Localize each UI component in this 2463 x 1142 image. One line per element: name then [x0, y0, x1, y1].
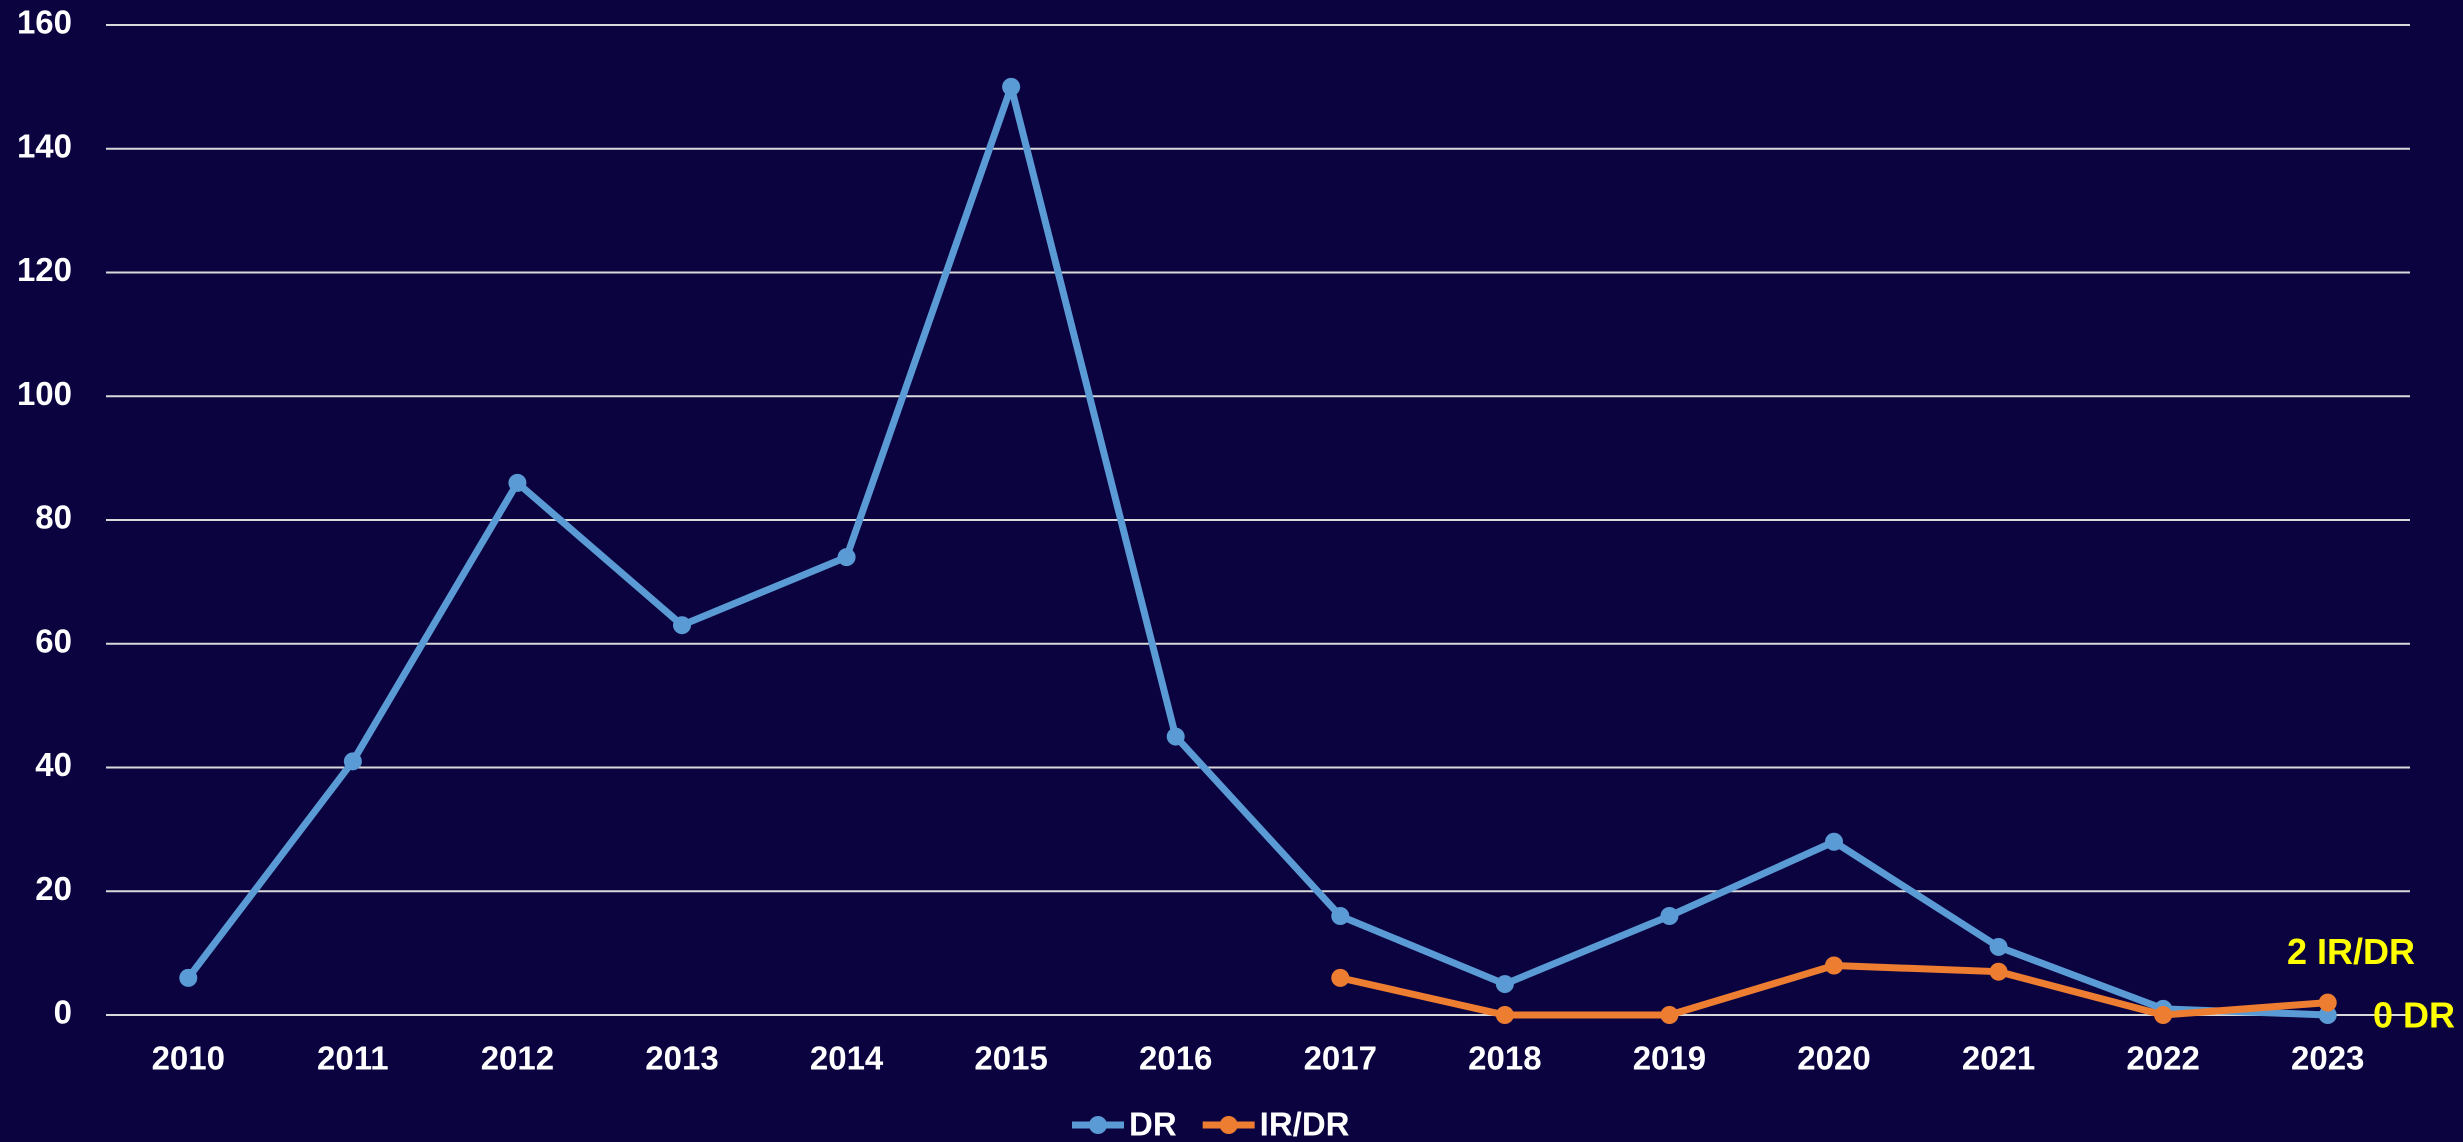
data-point — [1660, 1006, 1679, 1024]
x-tick-label: 2013 — [645, 1040, 718, 1077]
y-tick-label: 20 — [35, 870, 72, 907]
y-tick-label: 160 — [17, 4, 72, 41]
x-tick-label: 2012 — [481, 1040, 554, 1077]
legend-marker — [1089, 1116, 1107, 1134]
legend-label: DR — [1129, 1106, 1177, 1142]
data-point — [1331, 968, 1350, 987]
data-point — [2318, 1006, 2337, 1024]
data-point — [1825, 956, 1843, 975]
x-tick-label: 2019 — [1633, 1040, 1706, 1077]
legend-label: IR/DR — [1260, 1106, 1350, 1142]
data-point — [1825, 832, 1843, 851]
y-tick-label: 60 — [35, 622, 72, 659]
x-tick-label: 2020 — [1797, 1040, 1870, 1077]
series-line — [185, 83, 2328, 1019]
data-point — [2154, 1006, 2173, 1024]
data-point — [1660, 907, 1679, 925]
x-tick-label: 2022 — [2126, 1040, 2199, 1077]
data-point — [1331, 907, 1350, 925]
data-point — [1989, 937, 2008, 956]
x-tick-label: 2016 — [1139, 1040, 1212, 1077]
x-tick-label: 2011 — [317, 1040, 389, 1077]
data-point — [179, 968, 198, 987]
y-tick-label: 120 — [17, 251, 72, 288]
data-point — [1495, 1006, 1514, 1024]
annotation: 2 IR/DR — [2287, 931, 2415, 972]
x-tick-label: 2014 — [810, 1040, 884, 1077]
data-point — [2318, 993, 2337, 1012]
data-point — [1495, 975, 1514, 994]
x-tick-label: 2010 — [152, 1040, 225, 1077]
data-point — [1989, 962, 2008, 981]
y-tick-label: 80 — [35, 499, 72, 536]
annotation: 0 DR — [2373, 995, 2455, 1036]
x-tick-label: 2023 — [2291, 1040, 2364, 1077]
y-tick-label: 0 — [54, 994, 72, 1031]
data-point — [343, 752, 362, 771]
x-tick-label: 2015 — [974, 1040, 1047, 1077]
data-point — [508, 473, 527, 492]
data-point — [837, 548, 856, 567]
x-tick-label: 2018 — [1468, 1040, 1541, 1077]
data-point — [673, 616, 691, 635]
data-point — [1002, 77, 1021, 96]
y-tick-label: 40 — [35, 746, 72, 783]
y-tick-label: 100 — [17, 375, 72, 412]
y-tick-label: 140 — [17, 127, 72, 164]
x-tick-label: 2021 — [1962, 1040, 2035, 1077]
legend-marker — [1219, 1116, 1238, 1134]
x-tick-label: 2017 — [1304, 1040, 1377, 1077]
data-point — [1166, 727, 1185, 746]
